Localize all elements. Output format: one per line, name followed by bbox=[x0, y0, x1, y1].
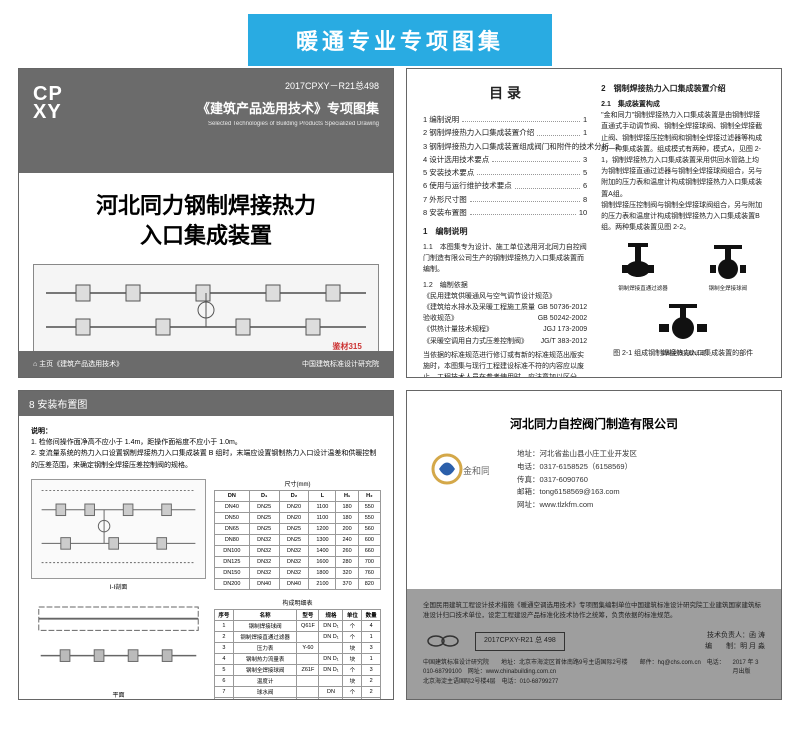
doc-code-box: 2017CPXY-R21 总 498 bbox=[475, 632, 565, 651]
doc-title: 河北同力钢制焊接热力入口集成装置 bbox=[33, 191, 379, 250]
dimension-table: 尺寸(mm) DND₁D₂LH₁H₂DN40DN25DN201100180550… bbox=[214, 479, 381, 590]
spec-table: 构成明细表 序号名称型号规格单位数量1钢制焊接球阀Q61FDN D₁个42钢制焊… bbox=[214, 598, 381, 700]
page-1-cover: CPXY 2017CPXY－R21总498 《建筑产品选用技术》专项图集 Sel… bbox=[18, 68, 394, 378]
link-icon bbox=[423, 629, 463, 653]
svg-text:金和同力: 金和同力 bbox=[463, 465, 489, 476]
page-2-toc: 目 录 1 编制说明12 钢制焊接热力入口集成装置介绍13 钢制焊接热力入口集成… bbox=[406, 68, 782, 378]
compile-note: 当依据的标准规范进行修订或有新的标准规范出版实施时，本图集与现行工程建设标准不符… bbox=[423, 350, 587, 378]
valve-figures: 钢制焊接直通过滤器 钢制全焊接球阀 bbox=[601, 239, 765, 293]
plan-diagram: 平面 bbox=[31, 598, 206, 686]
section-2-body1: "金和同力"钢制焊接热力入口集成装置是由钢制焊接直通式手动调节阀、钢制全焊接球阀… bbox=[601, 110, 765, 200]
signatures: 技术负责人：函 涛 编 制：明 月 淼 bbox=[705, 630, 765, 652]
company-logo: 金和同力 bbox=[429, 448, 489, 490]
toc-list: 1 编制说明12 钢制焊接热力入口集成装置介绍13 钢制焊接热力入口集成装置组成… bbox=[423, 114, 587, 218]
cpxy-logo: CPXY bbox=[33, 85, 63, 122]
page-3-layout: 8 安装布置图 说明： 1. 检修间操作面净高不应小于 1.4m，距操作面裕度不… bbox=[18, 390, 394, 700]
section-1: 1 编制说明 bbox=[423, 226, 587, 238]
doc-series: 《建筑产品选用技术》专项图集 bbox=[33, 98, 379, 117]
valve-icon-filter bbox=[618, 239, 658, 283]
cover-footer: ⌂ 主页《建筑产品选用技术》 中国建筑标准设计研究院 bbox=[19, 351, 393, 377]
section-2-body2: 钢制焊接压控制阀与钢制全焊接球阀组合，另与附加的压力表和温度计构成钢制焊接热力入… bbox=[601, 200, 765, 234]
publisher-block: 全国民用建筑工程设计技术措施《暖通空调选用技术》专项图集编制单位中国建筑标准设计… bbox=[407, 589, 781, 699]
page-grid: CPXY 2017CPXY－R21总498 《建筑产品选用技术》专项图集 Sel… bbox=[18, 68, 782, 700]
standards-refs: 《民用建筑供暖通风与空气调节设计规范》 GB 50736-2012《建筑给水排水… bbox=[423, 291, 587, 347]
section-1-1: 1.1 本图集专为设计、施工单位选用河北同力自控阀门制造有限公司生产的钢制焊接热… bbox=[423, 242, 587, 276]
valve-icon-stop: 钢制全焊接截止阀 bbox=[655, 300, 711, 344]
section-2-1: 2.1 集成装置构成 bbox=[601, 99, 765, 110]
install-notes: 说明： 1. 检修间操作面净高不应小于 1.4m，距操作面裕度不应小于 1.0m… bbox=[31, 426, 381, 471]
company-info: 地址：河北省盐山县小庄工业开发区 电话：0317-6158525（6158569… bbox=[517, 448, 637, 512]
page-banner: 暖通专业专项图集 bbox=[248, 14, 552, 66]
valve-icon-ball bbox=[708, 239, 748, 283]
doc-series-en: Selected Technologies of Building Produc… bbox=[33, 121, 379, 127]
page-4-company: 河北同力自控阀门制造有限公司 金和同力 地址：河北省盐山县小庄工业开发区 电话：… bbox=[406, 390, 782, 700]
section-diagram: Ⅰ-Ⅰ剖面 bbox=[31, 479, 206, 579]
fig-2-1-caption: 图 2-1 组成钢制焊接热力入口集成装置的部件 bbox=[601, 348, 765, 359]
company-name: 河北同力自控阀门制造有限公司 bbox=[429, 415, 759, 432]
section-8-header: 8 安装布置图 bbox=[19, 391, 393, 416]
section-1-2: 1.2 编制依据 bbox=[423, 280, 587, 291]
toc-title: 目 录 bbox=[423, 83, 587, 104]
section-2: 2 钢制焊接热力入口集成装置介绍 bbox=[601, 83, 765, 95]
doc-code: 2017CPXY－R21总498 bbox=[33, 79, 379, 92]
